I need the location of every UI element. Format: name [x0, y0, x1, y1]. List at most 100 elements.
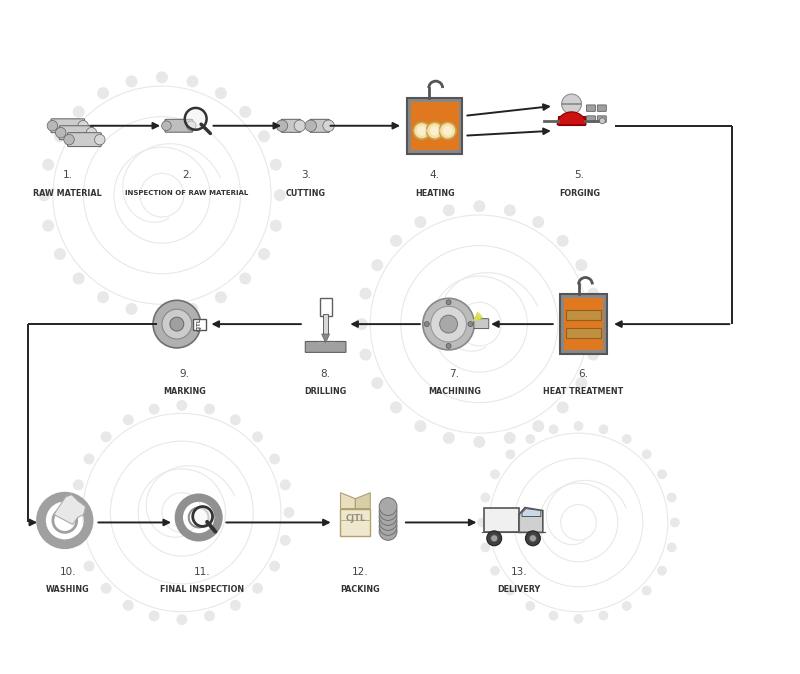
Circle shape — [123, 415, 134, 425]
Circle shape — [642, 586, 651, 596]
Circle shape — [258, 248, 270, 260]
Circle shape — [294, 120, 306, 131]
Circle shape — [186, 303, 198, 315]
Circle shape — [504, 432, 516, 444]
Circle shape — [252, 431, 263, 442]
Circle shape — [258, 130, 270, 142]
Circle shape — [73, 272, 85, 284]
Circle shape — [530, 535, 536, 542]
Circle shape — [189, 508, 209, 528]
Circle shape — [446, 344, 451, 348]
Text: HEATING: HEATING — [415, 189, 454, 197]
Text: WASHING: WASHING — [46, 586, 90, 594]
Circle shape — [622, 434, 632, 444]
Circle shape — [123, 600, 134, 611]
Circle shape — [239, 106, 251, 118]
Circle shape — [490, 565, 500, 576]
Circle shape — [323, 120, 334, 131]
Circle shape — [215, 291, 227, 303]
Text: INSPECTION OF RAW MATERIAL: INSPECTION OF RAW MATERIAL — [125, 190, 248, 196]
FancyBboxPatch shape — [411, 102, 458, 150]
Circle shape — [156, 71, 168, 84]
Circle shape — [526, 531, 540, 546]
Text: 10.: 10. — [59, 567, 76, 577]
Circle shape — [481, 493, 490, 502]
Circle shape — [562, 94, 582, 114]
Circle shape — [443, 204, 455, 216]
Circle shape — [101, 431, 111, 442]
Polygon shape — [519, 508, 543, 532]
Text: MARKING: MARKING — [163, 387, 206, 396]
Circle shape — [83, 454, 94, 464]
Circle shape — [230, 415, 241, 425]
FancyBboxPatch shape — [165, 119, 193, 132]
Text: DELIVERY: DELIVERY — [498, 586, 541, 594]
Text: 12.: 12. — [352, 567, 369, 577]
Bar — [193, 319, 206, 330]
Circle shape — [587, 348, 599, 361]
Circle shape — [379, 518, 397, 535]
Circle shape — [657, 469, 667, 479]
Circle shape — [186, 121, 196, 131]
Circle shape — [426, 122, 443, 139]
Text: 1.: 1. — [62, 171, 73, 181]
Text: CJTL: CJTL — [346, 514, 366, 523]
Circle shape — [557, 235, 569, 247]
Circle shape — [162, 309, 192, 339]
Circle shape — [186, 75, 198, 88]
Circle shape — [70, 507, 80, 518]
Circle shape — [42, 220, 54, 232]
FancyBboxPatch shape — [59, 126, 93, 140]
Circle shape — [430, 306, 466, 342]
Circle shape — [549, 611, 558, 621]
FancyBboxPatch shape — [586, 116, 595, 122]
Circle shape — [97, 291, 109, 303]
Circle shape — [149, 404, 159, 415]
Circle shape — [215, 87, 227, 99]
Circle shape — [379, 497, 397, 516]
Circle shape — [371, 259, 383, 271]
Circle shape — [38, 189, 50, 201]
Polygon shape — [322, 334, 330, 343]
FancyBboxPatch shape — [67, 133, 102, 146]
Circle shape — [42, 158, 54, 171]
FancyBboxPatch shape — [586, 105, 595, 111]
Text: RAW MATERIAL: RAW MATERIAL — [34, 189, 102, 197]
Circle shape — [170, 317, 184, 331]
Circle shape — [153, 301, 201, 348]
Circle shape — [390, 402, 402, 413]
Circle shape — [481, 543, 490, 552]
Circle shape — [239, 272, 251, 284]
FancyBboxPatch shape — [281, 119, 301, 132]
Circle shape — [269, 561, 280, 572]
Text: 9.: 9. — [180, 369, 190, 379]
Circle shape — [280, 479, 290, 490]
Circle shape — [101, 583, 111, 594]
Circle shape — [587, 288, 599, 300]
Circle shape — [443, 432, 455, 444]
Bar — [320, 299, 331, 316]
FancyBboxPatch shape — [560, 295, 607, 354]
Circle shape — [270, 220, 282, 232]
Circle shape — [94, 134, 105, 145]
Circle shape — [359, 348, 371, 361]
Circle shape — [54, 248, 66, 260]
Circle shape — [446, 300, 451, 305]
Circle shape — [417, 126, 426, 135]
Circle shape — [283, 507, 294, 518]
Text: 6.: 6. — [578, 369, 589, 379]
Text: 3.: 3. — [301, 171, 310, 181]
Text: 8.: 8. — [321, 369, 330, 379]
FancyBboxPatch shape — [51, 119, 85, 133]
Circle shape — [83, 561, 94, 572]
FancyBboxPatch shape — [306, 342, 346, 353]
Circle shape — [670, 518, 680, 527]
FancyBboxPatch shape — [310, 119, 330, 132]
Circle shape — [379, 503, 397, 520]
Circle shape — [575, 377, 587, 389]
Circle shape — [598, 425, 608, 434]
Circle shape — [506, 450, 515, 459]
Circle shape — [126, 303, 138, 315]
Circle shape — [549, 425, 558, 434]
Circle shape — [73, 106, 85, 118]
